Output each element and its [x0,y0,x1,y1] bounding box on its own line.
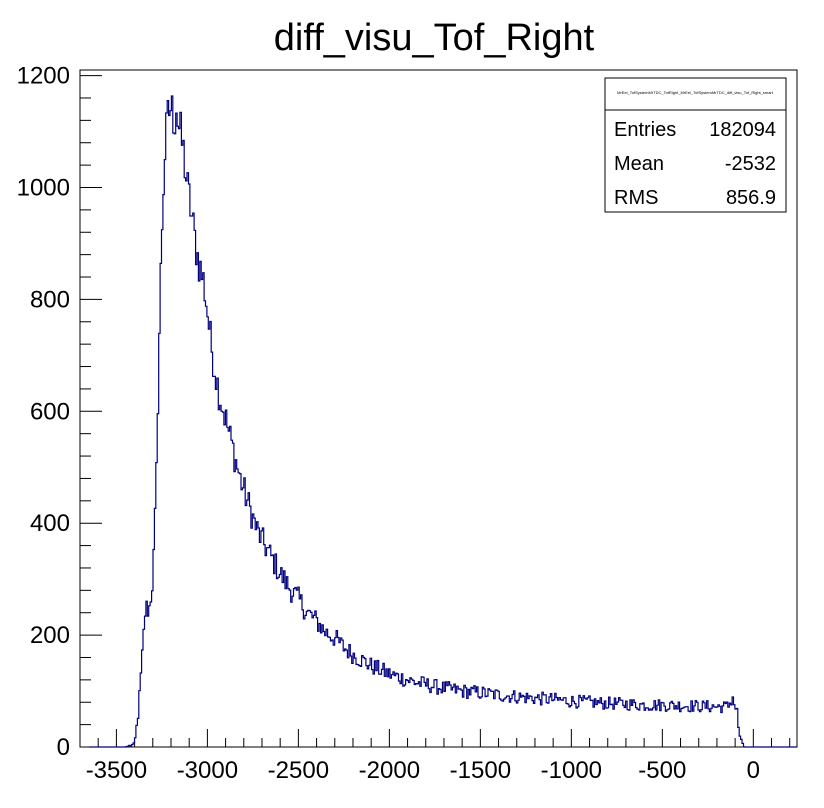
x-tick-label: -2000 [359,757,420,784]
stats-entries-value: 182094 [709,119,776,141]
y-tick-label: 1000 [17,174,70,201]
y-tick-label: 800 [30,286,70,313]
x-tick-label: -3000 [177,757,238,784]
x-tick-label: -2500 [268,757,329,784]
x-tick-label: 0 [747,757,760,784]
stats-mean-label: Mean [614,153,664,175]
y-tick-label: 400 [30,510,70,537]
stats-rms-value: 856.9 [726,187,776,209]
x-tick-label: -500 [638,757,686,784]
x-tick-label: -1000 [541,757,602,784]
x-tick-label: -1500 [450,757,511,784]
stats-mean-value: -2532 [725,153,776,175]
y-tick-label: 600 [30,398,70,425]
y-tick-label: 0 [57,734,70,761]
x-tick-label: -3500 [86,757,147,784]
y-tick-label: 200 [30,622,70,649]
plot-frame [79,69,798,748]
stats-rms-label: RMS [614,187,658,209]
stats-box-frame [604,77,787,213]
stats-box: MrEel_TofSystemMrTDC_TofRight_MrEel_TofS… [604,77,787,213]
y-axis: 0 200 400 600 800 1000 1200 [17,63,102,761]
histogram-series-line [89,95,798,748]
y-tick-label: 1200 [17,63,70,90]
chart-title: diff_visu_Tof_Right [274,17,595,59]
x-axis: -3500 -3000 -2500 -2000 -1500 -1000 -500 0 [79,729,791,784]
stats-box-header: MrEel_TofSystemMrTDC_TofRight_MrEel_TofS… [617,90,774,95]
stats-entries-label: Entries [614,119,676,141]
